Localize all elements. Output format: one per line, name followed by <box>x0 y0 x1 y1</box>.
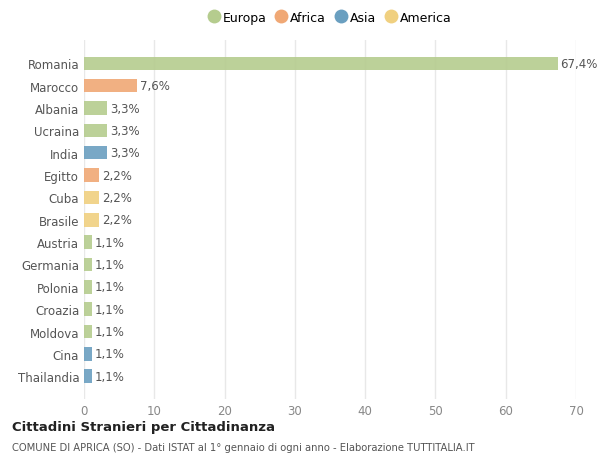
Bar <box>84 303 92 316</box>
Text: 1,1%: 1,1% <box>95 258 124 271</box>
Bar <box>84 102 107 116</box>
Bar <box>84 169 100 182</box>
Text: 1,1%: 1,1% <box>95 236 124 249</box>
Text: COMUNE DI APRICA (SO) - Dati ISTAT al 1° gennaio di ogni anno - Elaborazione TUT: COMUNE DI APRICA (SO) - Dati ISTAT al 1°… <box>12 442 475 452</box>
Text: 1,1%: 1,1% <box>95 281 124 294</box>
Legend: Europa, Africa, Asia, America: Europa, Africa, Asia, America <box>209 12 451 25</box>
Bar <box>84 191 100 205</box>
Text: Cittadini Stranieri per Cittadinanza: Cittadini Stranieri per Cittadinanza <box>12 420 275 433</box>
Text: 3,3%: 3,3% <box>110 102 140 115</box>
Text: 67,4%: 67,4% <box>560 58 598 71</box>
Bar <box>84 369 92 383</box>
Text: 1,1%: 1,1% <box>95 325 124 338</box>
Bar <box>84 347 92 361</box>
Text: 3,3%: 3,3% <box>110 125 140 138</box>
Bar <box>84 325 92 338</box>
Bar <box>84 80 137 93</box>
Bar <box>84 280 92 294</box>
Bar <box>84 236 92 249</box>
Bar <box>84 57 558 71</box>
Bar <box>84 258 92 272</box>
Bar <box>84 124 107 138</box>
Text: 1,1%: 1,1% <box>95 347 124 361</box>
Text: 2,2%: 2,2% <box>102 191 132 205</box>
Bar <box>84 213 100 227</box>
Text: 2,2%: 2,2% <box>102 169 132 182</box>
Text: 1,1%: 1,1% <box>95 370 124 383</box>
Text: 2,2%: 2,2% <box>102 214 132 227</box>
Text: 3,3%: 3,3% <box>110 147 140 160</box>
Bar <box>84 147 107 160</box>
Text: 1,1%: 1,1% <box>95 303 124 316</box>
Text: 7,6%: 7,6% <box>140 80 170 93</box>
